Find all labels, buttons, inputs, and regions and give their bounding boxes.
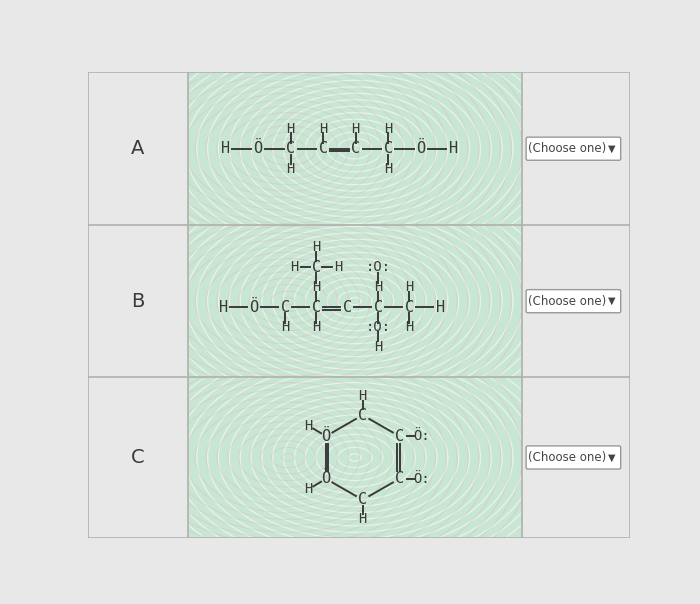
Text: A: A bbox=[131, 139, 145, 158]
Text: Ö: Ö bbox=[321, 429, 330, 444]
Text: C: C bbox=[281, 300, 290, 315]
Text: H: H bbox=[358, 389, 367, 403]
Text: :O:: :O: bbox=[365, 320, 391, 335]
Bar bbox=[188, 378, 522, 538]
Text: H: H bbox=[286, 162, 295, 176]
FancyBboxPatch shape bbox=[526, 290, 621, 313]
Text: C: C bbox=[358, 492, 368, 507]
Text: C: C bbox=[405, 300, 414, 315]
Text: (Choose one): (Choose one) bbox=[528, 295, 606, 307]
Text: H: H bbox=[374, 341, 382, 355]
Text: H: H bbox=[319, 121, 328, 136]
Text: H: H bbox=[384, 162, 393, 176]
Text: Ö: Ö bbox=[250, 300, 259, 315]
Text: H: H bbox=[218, 300, 228, 315]
Text: H: H bbox=[290, 260, 299, 274]
Text: H: H bbox=[384, 121, 393, 136]
Bar bbox=[88, 72, 188, 225]
Text: Ö: Ö bbox=[321, 471, 330, 486]
Text: H: H bbox=[286, 121, 295, 136]
Text: H: H bbox=[405, 320, 413, 335]
Text: H: H bbox=[312, 240, 321, 254]
Text: H: H bbox=[312, 320, 321, 335]
Bar bbox=[522, 225, 630, 378]
FancyBboxPatch shape bbox=[526, 137, 621, 160]
Text: H: H bbox=[281, 320, 289, 335]
Bar bbox=[188, 225, 522, 378]
Bar bbox=[88, 378, 188, 538]
Text: C: C bbox=[312, 260, 321, 275]
Text: (Choose one): (Choose one) bbox=[528, 451, 606, 464]
Text: Ö: Ö bbox=[416, 141, 426, 156]
Text: H: H bbox=[374, 280, 382, 294]
Text: H: H bbox=[405, 280, 413, 294]
Text: C: C bbox=[395, 471, 404, 486]
Text: C: C bbox=[374, 300, 383, 315]
Text: B: B bbox=[131, 292, 145, 310]
Text: ▼: ▼ bbox=[608, 452, 615, 463]
Bar bbox=[522, 72, 630, 225]
Text: H: H bbox=[304, 419, 313, 432]
Text: C: C bbox=[318, 141, 328, 156]
Text: C: C bbox=[395, 429, 404, 444]
Bar bbox=[88, 225, 188, 378]
Text: C: C bbox=[351, 141, 360, 156]
Text: H: H bbox=[221, 141, 230, 156]
Text: C: C bbox=[384, 141, 393, 156]
Text: H: H bbox=[449, 141, 458, 156]
Text: H: H bbox=[312, 280, 321, 294]
Text: C: C bbox=[131, 448, 145, 467]
Text: H: H bbox=[435, 300, 444, 315]
Text: H: H bbox=[304, 483, 313, 496]
Text: ▼: ▼ bbox=[608, 144, 615, 153]
Text: C: C bbox=[342, 300, 351, 315]
Text: C: C bbox=[312, 300, 321, 315]
Text: H: H bbox=[358, 512, 367, 526]
Text: C: C bbox=[358, 408, 368, 423]
Text: C: C bbox=[286, 141, 295, 156]
Text: H: H bbox=[351, 121, 360, 136]
Text: Ö:: Ö: bbox=[413, 472, 430, 486]
Bar bbox=[188, 72, 522, 225]
Text: H: H bbox=[334, 260, 342, 274]
Text: :O:: :O: bbox=[365, 260, 391, 274]
FancyBboxPatch shape bbox=[526, 446, 621, 469]
Bar bbox=[522, 378, 630, 538]
Text: Ö: Ö bbox=[253, 141, 262, 156]
Text: Ö:: Ö: bbox=[413, 429, 430, 443]
Text: ▼: ▼ bbox=[608, 296, 615, 306]
Text: (Choose one): (Choose one) bbox=[528, 142, 606, 155]
